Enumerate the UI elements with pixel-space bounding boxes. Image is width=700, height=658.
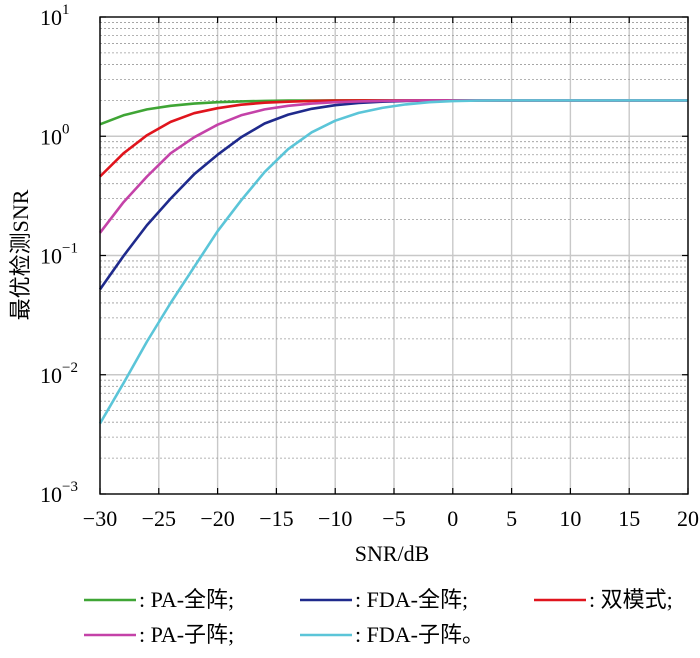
axis-ticks — [99, 16, 689, 495]
x-tick-label: −15 — [259, 506, 293, 531]
x-tick-label: −10 — [318, 506, 352, 531]
legend: : PA-全阵; : FDA-全阵; : 双模式; : PA-子阵; : FDA-子阵。 — [84, 587, 673, 647]
x-tick-label: −25 — [142, 506, 176, 531]
x-tick-label: −30 — [83, 506, 117, 531]
x-tick-label: 10 — [559, 506, 581, 531]
y-tick-label: 100 — [40, 121, 70, 149]
y-tick-labels: 10−3 10−2 10−1 100 101 — [40, 2, 78, 507]
legend-label: : PA-子阵; — [139, 622, 234, 647]
y-tick-label: 10−3 — [40, 479, 78, 507]
y-tick-label: 101 — [40, 2, 70, 30]
x-tick-label: 20 — [677, 506, 699, 531]
x-tick-label: −20 — [200, 506, 234, 531]
y-axis-label: 最优检测SNR — [8, 189, 33, 320]
legend-label: : FDA-子阵。 — [355, 622, 484, 647]
x-tick-labels: −30 −25 −20 −15 −10 −5 0 5 10 15 20 — [83, 506, 699, 531]
y-tick-label: 10−2 — [40, 360, 78, 388]
legend-label: : 双模式; — [589, 587, 673, 612]
x-tick-label: 15 — [618, 506, 640, 531]
series-lines — [98, 99, 688, 425]
grid — [99, 17, 689, 494]
x-tick-label: −5 — [382, 506, 405, 531]
x-tick-label: 0 — [447, 506, 458, 531]
x-tick-label: 5 — [506, 506, 517, 531]
x-axis-label: SNR/dB — [355, 541, 430, 566]
legend-label: : PA-全阵; — [139, 587, 234, 612]
series-line — [98, 99, 688, 425]
legend-label: : FDA-全阵; — [355, 587, 468, 612]
y-tick-label: 10−1 — [40, 241, 78, 269]
